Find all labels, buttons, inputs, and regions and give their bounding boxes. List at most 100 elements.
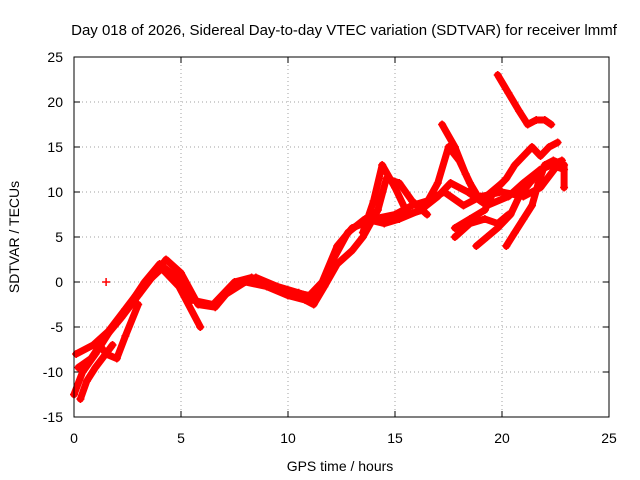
data-point-marker [174, 282, 183, 291]
series-trace-5 [76, 341, 116, 403]
data-point-marker [294, 288, 303, 297]
data-point-marker [309, 300, 318, 309]
x-tick-label: 15 [387, 430, 403, 446]
data-point-marker [547, 120, 556, 129]
data-point-marker [504, 192, 513, 201]
data-point-marker [112, 354, 121, 363]
data-point-marker [502, 174, 511, 183]
data-point-marker [433, 192, 442, 201]
data-point-marker [391, 210, 399, 219]
isolated-point-marker [102, 278, 111, 286]
data-point-marker [117, 314, 126, 322]
data-point-marker [157, 264, 166, 273]
data-point-marker [470, 188, 479, 196]
data-point-marker [540, 161, 549, 169]
data-point-marker [121, 305, 130, 313]
data-point-marker [311, 294, 320, 303]
data-point-marker [527, 143, 536, 151]
data-point-marker [545, 143, 554, 151]
data-point-marker [527, 201, 536, 210]
data-point-marker [273, 282, 282, 291]
data-point-marker [465, 219, 474, 228]
data-point-marker [219, 291, 228, 300]
data-point-marker [536, 152, 545, 160]
data-point-marker [515, 107, 524, 115]
data-point-marker [510, 228, 519, 237]
data-point-marker [489, 188, 498, 196]
data-point-marker [515, 192, 524, 201]
data-point-marker [536, 165, 545, 174]
data-point-marker [369, 197, 378, 205]
data-point-marker [560, 161, 569, 169]
data-point-marker [228, 282, 237, 291]
data-point-marker [230, 278, 239, 286]
data-point-marker [423, 210, 432, 219]
data-point-marker [91, 350, 100, 358]
data-point-marker [134, 300, 143, 309]
x-tick-label: 20 [494, 430, 510, 446]
data-point-marker [498, 188, 506, 196]
data-markers [70, 71, 569, 403]
data-point-marker [177, 269, 185, 277]
data-point-marker [519, 215, 528, 223]
data-point-marker [318, 278, 327, 286]
data-point-marker [480, 215, 489, 223]
data-point-marker [125, 300, 134, 309]
data-point-marker [87, 354, 96, 363]
data-point-marker [476, 197, 485, 205]
y-tick-label: 10 [47, 184, 63, 200]
data-point-marker [348, 224, 357, 232]
data-point-marker [380, 219, 389, 228]
data-point-marker [358, 228, 367, 237]
data-point-marker [455, 156, 464, 165]
data-point-marker [373, 206, 382, 214]
data-point-marker [433, 179, 442, 187]
data-point-marker [446, 179, 455, 187]
data-point-marker [506, 210, 515, 219]
data-point-marker [74, 363, 83, 372]
data-point-marker [138, 282, 147, 291]
data-point-marker [155, 260, 164, 268]
data-point-marker [498, 179, 506, 187]
x-axis-label: GPS time / hours [287, 458, 394, 474]
y-tick-label: 0 [55, 274, 63, 290]
y-tick-label: -5 [51, 319, 64, 335]
chart-title: Day 018 of 2026, Sidereal Day-to-day VTE… [71, 22, 618, 39]
y-tick-label: 5 [55, 229, 63, 245]
data-point-marker [196, 323, 205, 331]
data-point-marker [450, 233, 459, 241]
data-point-marker [534, 179, 543, 187]
data-point-marker [369, 215, 378, 223]
data-point-marker [108, 341, 117, 349]
data-point-marker [301, 296, 310, 304]
data-point-marker [102, 350, 111, 358]
series-trace-12 [494, 71, 555, 128]
data-point-marker [251, 273, 260, 282]
y-tick-label: 20 [47, 94, 63, 110]
grid-lines [74, 57, 609, 417]
data-point-marker [519, 152, 528, 160]
data-point-marker [391, 183, 399, 192]
data-point-marker [450, 224, 459, 232]
data-point-marker [440, 188, 449, 196]
data-point-marker [465, 179, 474, 187]
data-point-marker [348, 246, 357, 255]
data-point-marker [91, 363, 100, 372]
data-point-marker [72, 350, 81, 358]
data-point-marker [408, 197, 417, 205]
data-point-marker [102, 332, 111, 340]
data-point-marker [151, 269, 160, 277]
data-point-marker [382, 174, 391, 183]
data-point-marker [493, 224, 502, 232]
data-point-marker [262, 282, 271, 291]
data-point-marker [450, 143, 459, 151]
data-point-marker [333, 242, 342, 250]
y-axis-label: SDTVAR / TECUs [6, 181, 22, 293]
data-point-marker [378, 161, 387, 169]
data-point-marker [510, 161, 519, 169]
data-point-marker [480, 206, 489, 214]
y-tick-label: 25 [47, 49, 63, 65]
data-point-marker [95, 341, 104, 349]
data-point-marker [403, 210, 412, 219]
data-point-marker [472, 242, 481, 250]
